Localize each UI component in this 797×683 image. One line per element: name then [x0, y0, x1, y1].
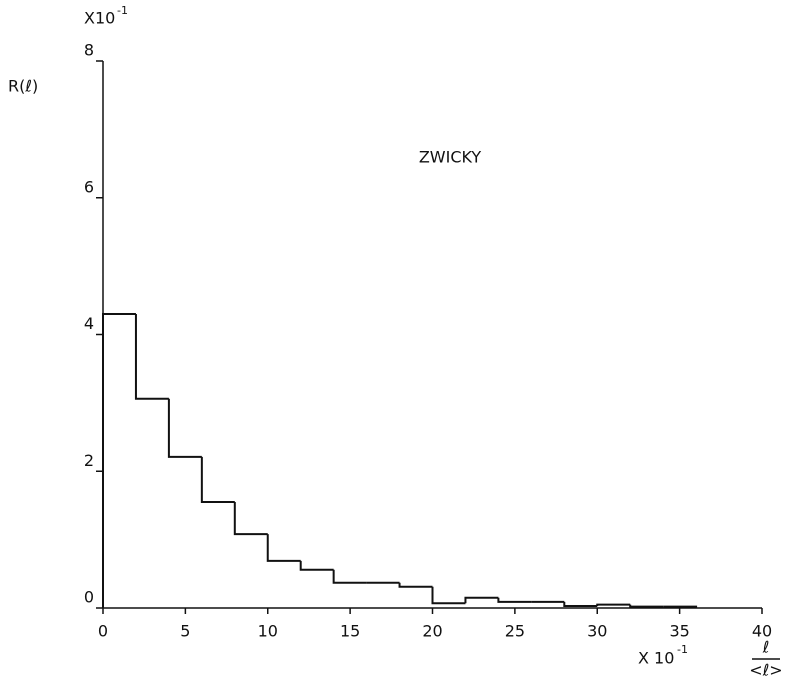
histogram-bar — [134, 313, 169, 400]
histogram-bar — [431, 586, 466, 605]
histogram-bar — [266, 534, 301, 562]
x-scale-label: X 10 — [638, 649, 674, 668]
y-tick-label: 4 — [84, 314, 94, 333]
histogram-bar — [299, 560, 334, 571]
histogram-bar — [200, 456, 235, 504]
y-axis-label: R(ℓ) — [8, 77, 38, 96]
x-tick-label: 35 — [669, 622, 689, 641]
x-tick-label: 40 — [752, 622, 772, 641]
histogram-bar — [167, 398, 202, 458]
histogram-bar — [464, 596, 499, 604]
histogram-bar — [233, 502, 268, 536]
histogram-bar — [398, 582, 433, 588]
y-scale-label: X10 — [84, 9, 115, 28]
x-axis-label-denominator: <ℓ> — [749, 661, 782, 680]
x-tick-label: 25 — [505, 622, 525, 641]
x-tick-label: 10 — [258, 622, 278, 641]
annotation: ZWICKY — [419, 148, 482, 167]
x-scale-exponent: -1 — [677, 643, 688, 656]
histogram-bar — [629, 604, 664, 608]
histogram-bar — [102, 312, 136, 608]
x-tick-label: 0 — [98, 622, 108, 641]
y-tick-label: 6 — [84, 177, 94, 196]
x-tick-label: 15 — [340, 622, 360, 641]
histogram-bar — [663, 605, 698, 608]
y-scale-exponent: -1 — [117, 4, 128, 17]
x-axis-label-numerator: ℓ — [762, 638, 770, 657]
y-tick-label: 0 — [84, 588, 94, 607]
y-tick-label: 8 — [84, 41, 94, 60]
histogram-bar — [497, 597, 532, 603]
x-tick-label: 5 — [180, 622, 190, 641]
histogram-bar — [596, 603, 631, 606]
histogram-bar — [332, 569, 367, 584]
y-tick-label: 2 — [84, 451, 94, 470]
x-tick-label: 20 — [422, 622, 442, 641]
x-tick-label: 30 — [587, 622, 607, 641]
histogram-bar — [563, 601, 598, 607]
